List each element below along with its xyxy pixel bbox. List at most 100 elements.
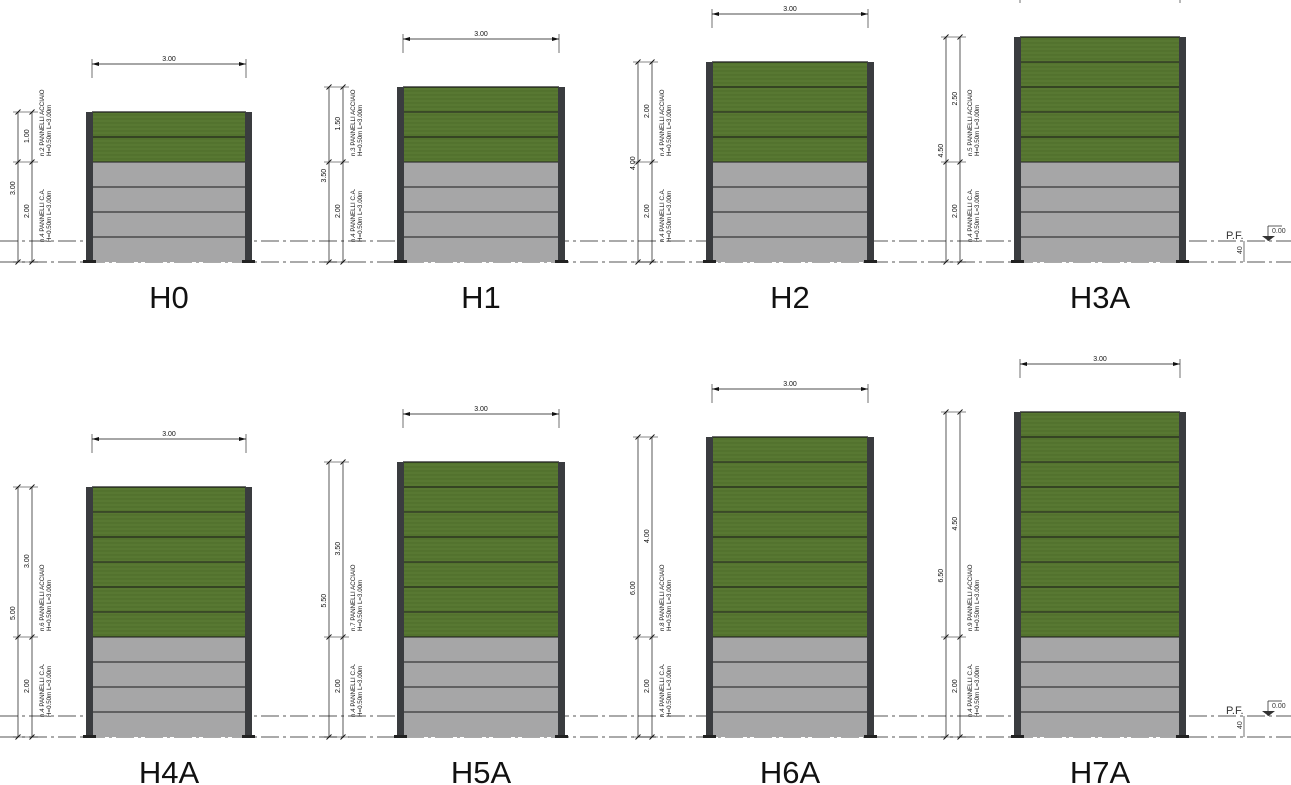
barrier-label: H6A	[760, 755, 821, 785]
base-plate	[864, 735, 877, 738]
concrete-panels-note: n.4 PANNELLI C.A.	[350, 188, 357, 242]
steel-height-label: 3.50	[335, 542, 342, 556]
barrier-h0	[13, 59, 255, 265]
base-plate	[1011, 260, 1024, 263]
pf-label: P.F.	[1226, 230, 1244, 242]
post-left	[397, 462, 404, 737]
width-dimension-label: 3.00	[474, 31, 488, 38]
steel-height-label: 3.00	[24, 554, 31, 568]
base-plate	[83, 735, 96, 738]
base-plate	[242, 735, 255, 738]
post-left	[1014, 37, 1021, 262]
concrete-height-label: 2.00	[644, 204, 651, 218]
base-plate	[555, 735, 568, 738]
steel-panels-note: H=0.50m L=3.00m	[666, 105, 673, 156]
steel-panels	[403, 87, 559, 162]
post-right	[245, 487, 252, 737]
total-height-label: 6.00	[630, 581, 637, 595]
steel-panels-note: n.9 PANNELLI ACCIAIO	[967, 564, 974, 631]
base-plate	[394, 260, 407, 263]
concrete-panels-note: H=0.50m L=3.00m	[46, 666, 53, 717]
offset-label: 40	[1237, 246, 1244, 254]
post-right	[558, 462, 565, 737]
total-height-label: 3.50	[321, 169, 328, 183]
barrier-label: H4A	[139, 755, 200, 785]
steel-panels-note: n.5 PANNELLI ACCIAIO	[967, 89, 974, 156]
barrier-h7a	[941, 359, 1189, 740]
barrier-h2	[633, 9, 877, 265]
width-dimension-label: 3.00	[162, 56, 176, 63]
barrier-label: H1	[461, 280, 501, 315]
concrete-panels-note: n.4 PANNELLI C.A.	[967, 663, 974, 717]
total-height-label: 4.50	[938, 144, 945, 158]
base-plate	[1176, 260, 1189, 263]
steel-panels-note: n.8 PANNELLI ACCIAIO	[659, 564, 666, 631]
concrete-height-label: 2.00	[24, 204, 31, 218]
concrete-panels-note: H=0.50m L=3.00m	[974, 191, 981, 242]
base-plate	[864, 260, 877, 263]
steel-height-label: 2.00	[644, 104, 651, 118]
barrier-label: H2	[770, 280, 810, 315]
concrete-panels-note: H=0.50m L=3.00m	[666, 666, 673, 717]
total-height-label: 3.00	[10, 181, 17, 195]
post-right	[558, 87, 565, 262]
steel-panels-note: n.4 PANNELLI ACCIAIO	[659, 89, 666, 156]
barrier-h5a	[324, 409, 568, 740]
post-right	[1179, 412, 1186, 737]
steel-panels-note: H=0.50m L=3.00m	[974, 105, 981, 156]
pf-marker-top: P.F. 0.00 40	[1226, 225, 1286, 262]
steel-panels-note: H=0.50m L=3.00m	[357, 580, 364, 631]
concrete-panels-note: H=0.50m L=3.00m	[974, 666, 981, 717]
barrier-label: H0	[149, 280, 189, 315]
barrier-label: H7A	[1070, 755, 1131, 785]
total-height-label: 5.50	[321, 594, 328, 608]
concrete-panels-note: H=0.50m L=3.00m	[666, 191, 673, 242]
post-left	[706, 62, 713, 262]
concrete-height-label: 2.00	[335, 679, 342, 693]
post-left	[706, 437, 713, 737]
steel-panels-note: n.6 PANNELLI ACCIAIO	[39, 564, 46, 631]
concrete-panels-note: n.4 PANNELLI C.A.	[659, 663, 666, 717]
width-dimension-label: 3.00	[783, 6, 797, 13]
barrier-h3a	[941, 0, 1189, 265]
post-right	[245, 112, 252, 262]
base-plate	[242, 260, 255, 263]
concrete-height-label: 2.00	[644, 679, 651, 693]
steel-height-label: 2.50	[952, 92, 959, 106]
width-dimension-label: 3.00	[474, 406, 488, 413]
post-right	[867, 437, 874, 737]
steel-panels-note: n.7 PANNELLI ACCIAIO	[350, 564, 357, 631]
concrete-height-label: 2.00	[952, 679, 959, 693]
base-plate	[83, 260, 96, 263]
post-left	[397, 87, 404, 262]
barrier-h4a	[13, 434, 255, 740]
barrier-label: H3A	[1070, 280, 1131, 315]
base-plate	[703, 260, 716, 263]
steel-panels-note: H=0.50m L=3.00m	[46, 580, 53, 631]
concrete-panels-note: H=0.50m L=3.00m	[357, 191, 364, 242]
total-height-label: 4.00	[630, 156, 637, 170]
total-height-label: 5.00	[10, 606, 17, 620]
steel-panels-note: n.2 PANNELLI ACCIAIO	[39, 89, 46, 156]
width-dimension-label: 3.00	[783, 381, 797, 388]
steel-panels-note: H=0.50m L=3.00m	[357, 105, 364, 156]
base-plate	[1011, 735, 1024, 738]
level-label: 0.00	[1272, 703, 1286, 710]
steel-panels-note: H=0.50m L=3.00m	[46, 105, 53, 156]
concrete-panels-note: n.4 PANNELLI C.A.	[350, 663, 357, 717]
level-label: 0.00	[1272, 228, 1286, 235]
concrete-panels-note: H=0.50m L=3.00m	[46, 191, 53, 242]
barrier-group: 3.003.001.002.00n.2 PANNELLI ACCIAIO H=0.…	[10, 0, 1189, 785]
base-plate	[394, 735, 407, 738]
post-left	[86, 487, 93, 737]
steel-panels-note: H=0.50m L=3.00m	[666, 580, 673, 631]
post-left	[86, 112, 93, 262]
steel-height-label: 1.00	[24, 129, 31, 143]
base-plate	[703, 735, 716, 738]
steel-height-label: 1.50	[335, 117, 342, 131]
barrier-label: H5A	[451, 755, 512, 785]
concrete-panels-note: H=0.50m L=3.00m	[357, 666, 364, 717]
steel-panels-note: H=0.50m L=3.00m	[974, 580, 981, 631]
post-right	[867, 62, 874, 262]
